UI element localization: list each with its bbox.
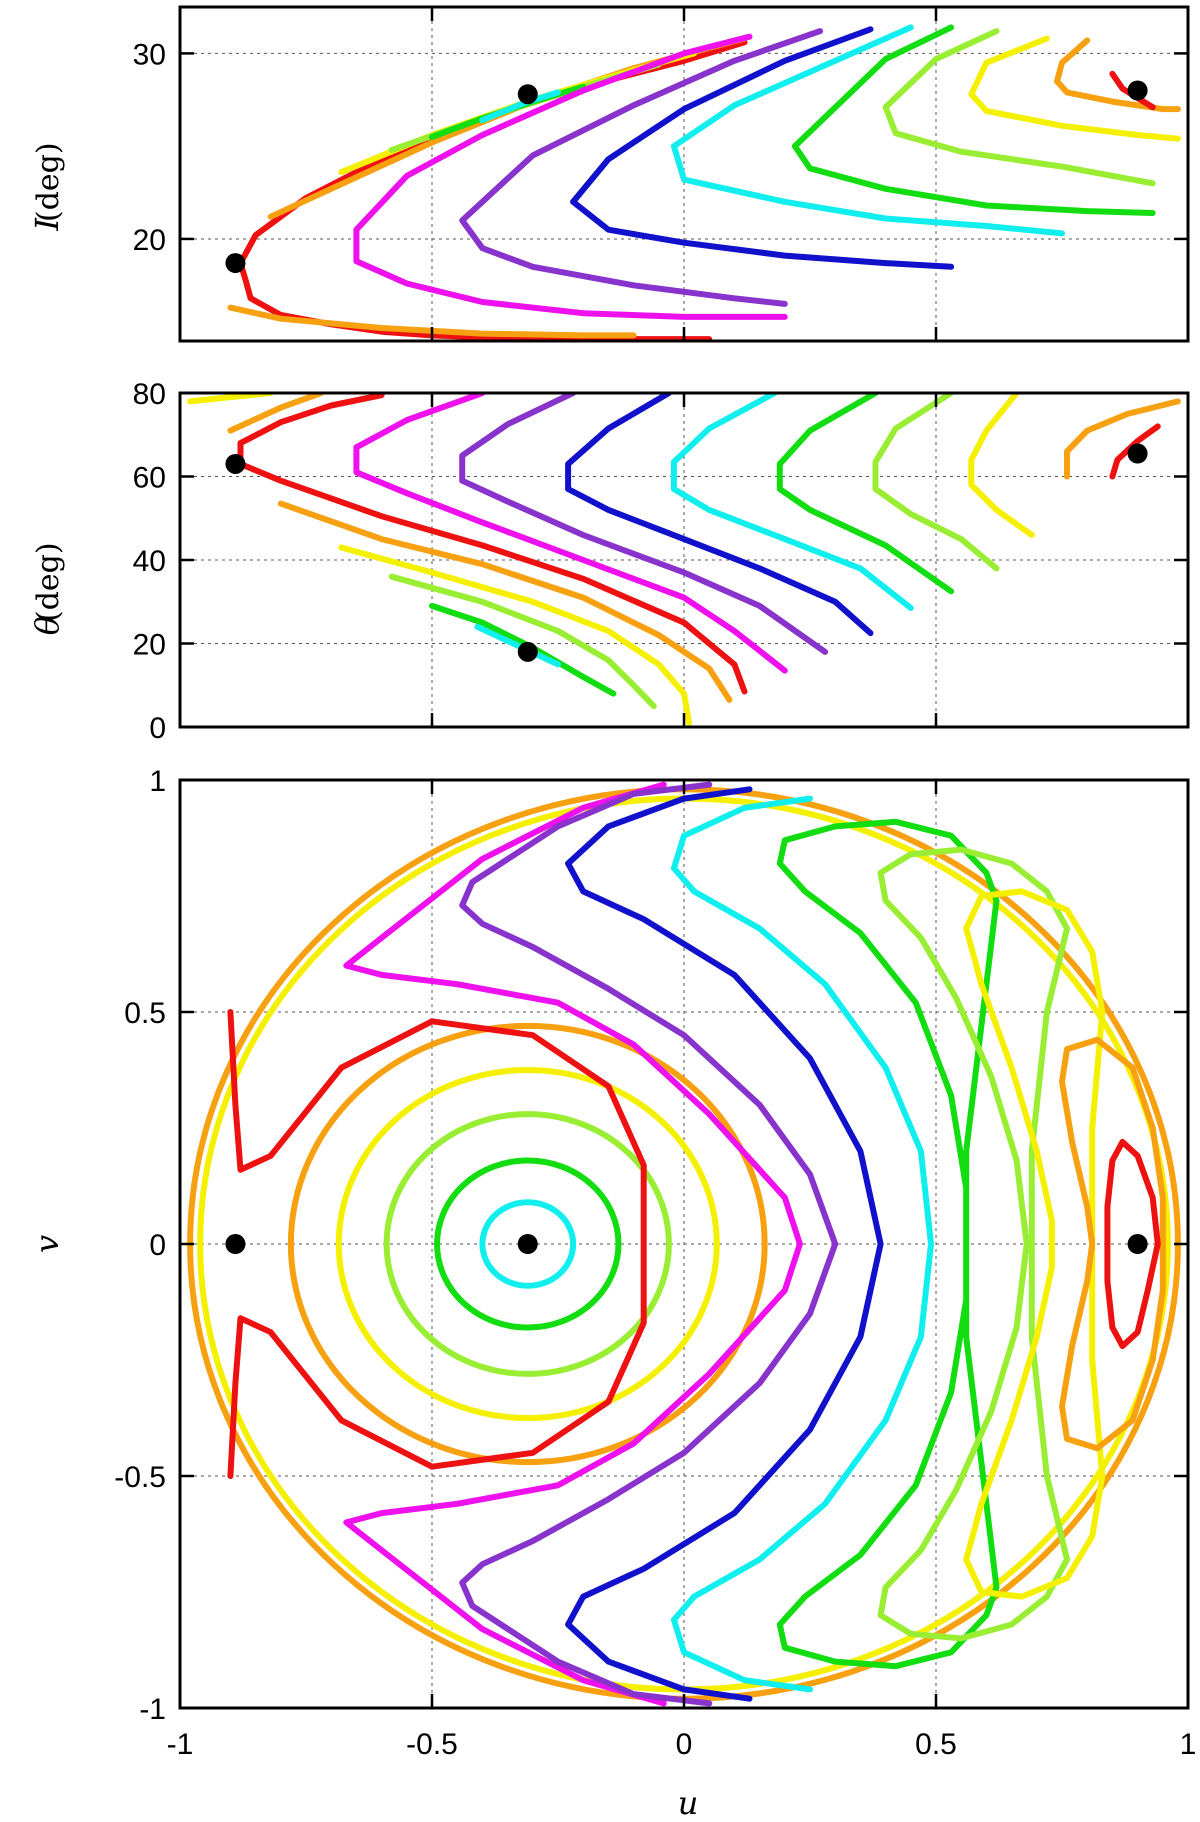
middle-series-orange [277,500,733,703]
top-series-blue [570,26,955,270]
bottom-series-magenta [343,781,803,1707]
top-ytick-label: 20 [133,224,166,257]
bottom-xtick-label: -0.5 [406,1728,458,1761]
bottom-fixed-point-0 [225,1234,246,1254]
bottom-series-purple [459,781,839,1707]
middle-ytick-label: 20 [133,629,166,662]
bottom-fixed-point-2 [1127,1234,1148,1254]
panel-middle-theta: 0 20 40 60 80 [133,378,1190,745]
middle-ytick-label: 40 [133,545,166,578]
bottom-series-red [227,1009,647,1479]
bottom-xtick-label: 1 [1180,1728,1197,1761]
top-series-green [791,24,1156,216]
middle-ylabel-unit: (deg) [31,542,66,622]
bottom-series-orange [1059,1036,1166,1452]
top-fixed-point-2 [1127,80,1148,101]
bottom-ytick-label: 0.5 [124,997,166,1030]
middle-series-cyan [670,393,914,611]
middle-series-magenta [353,393,788,674]
middle-series-purple [459,393,829,655]
bottom-circle-cyan [479,1199,577,1289]
bottom-series-red [1104,1138,1161,1350]
top-fixed-point-1 [517,84,538,105]
bottom-series-cyan [670,795,934,1693]
top-series-yellow [968,35,1181,142]
middle-series-red [1109,423,1161,480]
bottom-series-lime [877,846,1070,1642]
middle-series-lime [388,573,657,710]
bottom-curves [187,781,1181,1707]
middle-ytick-label: 60 [133,462,166,495]
top-ylabel-unit: (deg) [31,142,66,222]
top-series-magenta [353,33,788,320]
middle-series-yellow [968,393,1035,538]
bottom-fixed-point-1 [517,1234,538,1254]
middle-series-cyan [474,623,561,668]
middle-series-yellow [338,544,692,726]
middle-series-orange [227,393,325,434]
top-curves [227,24,1181,341]
top-series-cyan [670,24,1065,237]
middle-series-lime [872,393,1000,572]
bottom-series-green [776,818,1000,1670]
middle-curves [187,393,1181,726]
bottom-xtick-label: -1 [167,1728,194,1761]
bottom-xtick-label: 0 [676,1728,693,1761]
middle-series-green [776,393,955,595]
middle-fixed-point-1 [517,641,538,662]
bottom-ytick-label: -0.5 [114,1461,166,1494]
bottom-xlabel: u [678,1784,699,1822]
top-ylabel-symbol: I [28,217,66,232]
middle-ytick-label: 0 [149,712,166,745]
bottom-ytick-label: 1 [149,765,166,798]
bottom-series-blue [565,786,884,1702]
top-series-red [237,39,748,267]
bottom-circle-lime [383,1111,672,1377]
middle-fixed-point-0 [225,453,246,474]
top-series-orange [1054,37,1181,113]
bottom-series-yellow [963,888,1106,1600]
middle-ylabel-symbol: θ [28,616,66,635]
top-series-cyan [479,89,561,124]
top-series-lime [882,28,1156,187]
bottom-circle-orange [287,1022,768,1466]
bottom-ylabel: v [28,1235,66,1253]
middle-series-blue [565,393,874,637]
top-fixed-point-0 [225,253,246,274]
top-series-purple [459,28,824,307]
middle-ytick-label: 80 [133,378,166,411]
middle-series-red [237,393,748,695]
bottom-circle-yellow [335,1067,720,1421]
middle-fixed-point-2 [1127,443,1148,464]
middle-series-orange [1064,398,1181,480]
bottom-xtick-label: 0.5 [915,1728,957,1761]
panel-bottom-uv: -1 -0.5 0 0.5 1 -1 -0.5 0 0.5 1 [114,765,1196,1761]
bottom-circle-green [434,1157,622,1331]
top-ytick-label: 30 [133,38,166,71]
bottom-ytick-label: -1 [139,1693,166,1726]
bottom-ytick-label: 0 [149,1229,166,1262]
